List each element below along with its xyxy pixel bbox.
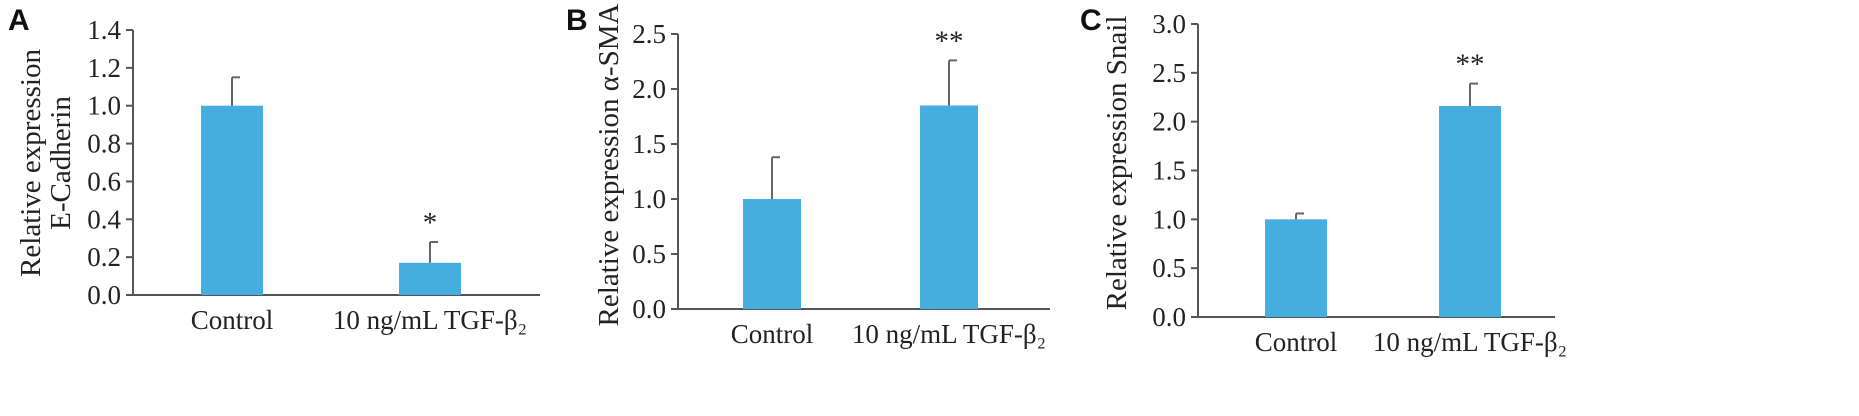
panel-c-bar-tgf	[1439, 106, 1501, 317]
panel-b-category-label: 10 ng/mL TGF-β₂	[852, 319, 1046, 349]
panel-b-y-tick-label: 1.5	[632, 129, 666, 159]
panel-a-y-tick-label: 0.8	[87, 129, 121, 159]
panel-b-y-axis-title: Relative expression α-SMA	[593, 4, 625, 327]
panel-a-category-label: 10 ng/mL TGF-β₂	[333, 305, 527, 335]
panel-b-y-tick-label: 1.0	[632, 184, 666, 214]
panel-c-y-tick-label: 0.5	[1152, 253, 1186, 283]
panel-c-y-tick-label: 2.5	[1152, 58, 1186, 88]
panel-b-significance-label: **	[935, 25, 964, 57]
panel-a-bar-control	[201, 105, 263, 295]
panel-a-y-tick-label: 0.0	[87, 280, 121, 310]
panel-a-y-tick-label: 1.0	[87, 91, 121, 121]
panel-b-bar-tgf	[920, 105, 978, 309]
panel-a-bar-tgf	[399, 262, 461, 295]
panel-a-y-tick-label: 0.4	[87, 204, 121, 234]
panel-a-letter: A	[8, 4, 30, 37]
panel-b-letter: B	[566, 4, 588, 37]
panel-a-y-axis-title: Relative expression	[15, 49, 47, 277]
panel-c-significance-label: **	[1456, 49, 1485, 81]
panel-c-letter: C	[1080, 4, 1102, 37]
panel-b-category-label: Control	[731, 319, 814, 349]
panel-a-category-label: Control	[191, 305, 274, 335]
panel-c-y-tick-label: 2.0	[1152, 107, 1186, 137]
panel-c-bar-control	[1265, 219, 1327, 317]
panel-b-y-tick-label: 0.5	[632, 239, 666, 269]
panel-a-y-tick-label: 1.4	[87, 15, 121, 45]
panel-b-y-tick-label: 2.0	[632, 74, 666, 104]
panel-c-y-tick-label: 3.0	[1152, 9, 1186, 39]
panel-a-y-axis-title: E-Cadherin	[45, 96, 77, 230]
panel-c-y-tick-label: 0.0	[1152, 302, 1186, 332]
panel-c-category-label: 10 ng/mL TGF-β₂	[1373, 327, 1567, 357]
panel-b-y-tick-label: 2.5	[632, 19, 666, 49]
panel-a-y-tick-label: 1.2	[87, 53, 121, 83]
panel-c-y-tick-label: 1.0	[1152, 204, 1186, 234]
panel-c-category-label: Control	[1255, 327, 1338, 357]
panel-a-y-tick-label: 0.2	[87, 242, 121, 272]
panel-a-y-tick-label: 0.6	[87, 166, 121, 196]
panel-b-y-tick-label: 0.0	[632, 294, 666, 324]
panel-b-bar-control	[743, 199, 801, 309]
panel-c-y-tick-label: 1.5	[1152, 156, 1186, 186]
panel-a-significance-label: *	[423, 207, 438, 239]
panel-c-y-axis-title: Relative expression Snail	[1101, 16, 1133, 311]
